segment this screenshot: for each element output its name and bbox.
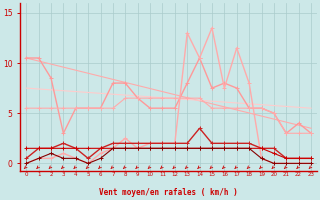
- X-axis label: Vent moyen/en rafales ( km/h ): Vent moyen/en rafales ( km/h ): [99, 188, 238, 197]
